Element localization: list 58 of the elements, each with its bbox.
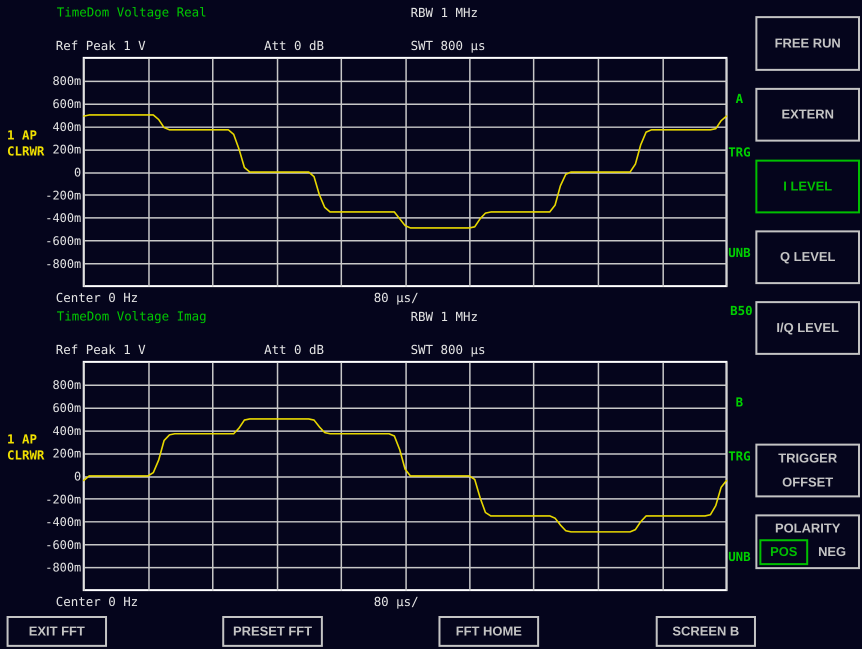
y-tick-label: -800m — [45, 560, 82, 575]
text: Ref Peak 1 V — [56, 38, 146, 53]
chart-title: TimeDom Voltage Real — [56, 4, 207, 20]
y-tick-label: -400m — [45, 211, 82, 226]
text: I/Q LEVEL — [776, 320, 840, 335]
y-tick-label: -600m — [45, 234, 82, 248]
y-tick-label: -600m — [45, 538, 82, 552]
text: RBW 1 MHz — [410, 5, 478, 20]
text: 1 AP — [6, 128, 37, 143]
text: FFT HOME — [456, 623, 522, 638]
text: UNB — [728, 549, 752, 564]
text: FREE RUN — [774, 35, 841, 50]
y-tick-label: 200m — [52, 142, 82, 157]
y-tick-label: -200m — [45, 188, 82, 202]
text: 80 µs/ — [374, 290, 419, 306]
text: UNB — [728, 245, 752, 260]
text: TRG — [728, 448, 751, 464]
text: A — [736, 90, 744, 106]
y-tick-label: 400m — [52, 120, 82, 134]
text: EXIT FFT — [28, 623, 85, 638]
text: NEG — [818, 544, 846, 560]
y-tick-label: 600m — [52, 97, 82, 112]
line-series — [82, 418, 728, 533]
text: Att 0 dB — [264, 342, 324, 357]
text: B50 — [730, 303, 753, 318]
text: PRESET FFT — [233, 623, 312, 638]
text: 80 µs/ — [374, 594, 419, 610]
text: POS — [770, 544, 798, 560]
y-tick-label: -800m — [45, 256, 82, 271]
text: SCREEN B — [672, 623, 740, 638]
y-tick-label: 0 — [74, 166, 82, 180]
text: 1 AP — [6, 432, 37, 447]
y-tick-label: -400m — [45, 515, 82, 530]
text: Center 0 Hz — [56, 594, 138, 610]
y-tick-label: 600m — [52, 400, 82, 415]
text: SWT 800 µs — [410, 38, 486, 53]
text: I LEVEL — [783, 178, 832, 194]
text: EXTERN — [781, 106, 834, 122]
y-tick-label: -200m — [45, 492, 82, 506]
text: CLRWR — [6, 144, 45, 159]
text: RBW 1 MHz — [410, 309, 478, 324]
y-tick-label: 0 — [74, 469, 82, 484]
text: B — [736, 394, 744, 410]
text: Att 0 dB — [264, 38, 324, 53]
text: Ref Peak 1 V — [56, 342, 146, 357]
y-tick-label: 800m — [52, 74, 82, 88]
text: TRIGGER OFFSET — [778, 450, 838, 490]
text: Center 0 Hz — [56, 290, 138, 306]
y-tick-label: 800m — [52, 378, 82, 392]
line-series — [82, 114, 728, 229]
text: POLARITY — [774, 520, 841, 536]
text: Q LEVEL — [780, 249, 836, 264]
chart-title: TimeDom Voltage Imag — [56, 308, 207, 324]
text: SWT 800 µs — [410, 342, 486, 357]
text: TRG — [728, 144, 751, 160]
y-tick-label: 400m — [52, 424, 82, 438]
y-tick-label: 200m — [52, 446, 82, 461]
text: CLRWR — [6, 448, 45, 463]
